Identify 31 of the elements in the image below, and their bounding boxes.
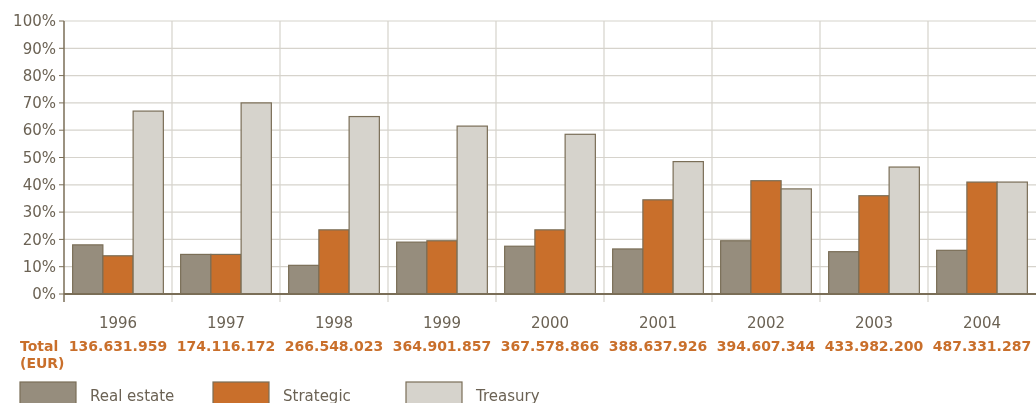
y-tick-label: 70% (22, 94, 56, 113)
text: 394.607.344 (716, 338, 816, 354)
y-tick-label: 30% (22, 203, 56, 222)
y-tick-label: 50% (22, 148, 56, 167)
text: 433.982.200 (824, 338, 924, 354)
text: Total (EUR) (20, 338, 65, 371)
x-tick-label: 2002 (746, 314, 786, 332)
x-tick-label: 2001 (638, 314, 678, 332)
x-tick-label: 2004 (962, 314, 1002, 332)
x-tick-label: 1998 (314, 314, 354, 332)
y-tick-label: 60% (22, 121, 56, 140)
legend-label: Real estate (90, 387, 175, 403)
text: 266.548.023 (284, 338, 384, 354)
y-tick-label: 100% (13, 12, 56, 31)
x-tick-label: 1997 (206, 314, 246, 332)
text: 388.637.926 (608, 338, 708, 354)
text: 136.631.959 (68, 338, 168, 354)
text: 487.331.287 (932, 338, 1032, 354)
text: 367.578.866 (500, 338, 600, 354)
y-tick-label: 90% (22, 39, 56, 58)
x-tick-label: 2003 (854, 314, 894, 332)
y-tick-label: 0% (32, 285, 56, 304)
text: 174.116.172 (176, 338, 276, 354)
text: 364.901.857 (392, 338, 492, 354)
y-tick-label: 40% (22, 176, 56, 195)
x-tick-label: 1996 (98, 314, 138, 332)
x-tick-label: 1999 (422, 314, 462, 332)
y-tick-label: 80% (22, 66, 56, 85)
y-tick-label: 10% (22, 257, 56, 276)
x-tick-label: 2000 (530, 314, 570, 332)
y-tick-label: 20% (22, 230, 56, 249)
